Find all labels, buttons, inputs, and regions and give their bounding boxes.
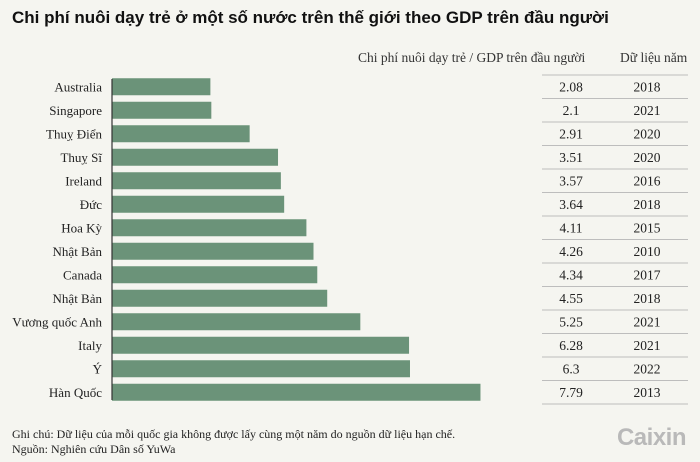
bar <box>112 383 481 401</box>
year-label: 2021 <box>634 103 661 118</box>
category-label: Ireland <box>65 173 102 188</box>
year-label: 2021 <box>634 338 661 353</box>
value-label: 3.64 <box>559 197 583 212</box>
value-label: 6.28 <box>559 338 583 353</box>
chart-title: Chi phí nuôi dạy trẻ ở một số nước trên … <box>12 8 609 27</box>
bar <box>112 266 318 284</box>
year-label: 2020 <box>634 150 661 165</box>
year-label: 2015 <box>634 220 661 235</box>
value-label: 2.91 <box>559 126 583 141</box>
value-column-header: Chi phí nuôi dạy trẻ / GDP trên đầu ngườ… <box>358 50 586 65</box>
year-label: 2018 <box>634 291 661 306</box>
bar <box>112 313 361 331</box>
category-label: Nhật Bản <box>53 244 103 259</box>
bar <box>112 125 250 143</box>
value-label: 2.1 <box>563 103 580 118</box>
bar <box>112 148 279 166</box>
bar <box>112 195 285 213</box>
bar <box>112 336 410 354</box>
value-label: 3.51 <box>559 150 583 165</box>
bar <box>112 360 410 378</box>
value-label: 3.57 <box>559 173 583 188</box>
category-label: Thuỵ Sĩ <box>60 150 102 165</box>
bar <box>112 172 281 190</box>
value-label: 4.26 <box>559 244 583 259</box>
category-label: Ý <box>93 361 103 376</box>
value-label: 5.25 <box>559 314 583 329</box>
bar <box>112 78 211 96</box>
value-label: 7.79 <box>559 385 583 400</box>
year-column-header: Dữ liệu năm <box>620 50 688 65</box>
year-label: 2010 <box>634 244 661 259</box>
year-label: 2020 <box>634 126 661 141</box>
year-label: 2016 <box>634 173 661 188</box>
category-label: Italy <box>78 338 102 353</box>
category-label: Vương quốc Anh <box>12 314 102 329</box>
category-label: Nhật Bản <box>53 291 103 306</box>
category-label: Australia <box>54 79 102 94</box>
value-label: 2.08 <box>559 79 583 94</box>
year-label: 2013 <box>634 385 661 400</box>
bar <box>112 242 314 260</box>
year-label: 2018 <box>634 79 661 94</box>
year-label: 2022 <box>634 361 661 376</box>
value-label: 4.34 <box>559 267 583 282</box>
bar <box>112 289 328 307</box>
caixin-logo: Caixin <box>616 424 687 451</box>
category-label: Đức <box>80 197 102 212</box>
category-label: Canada <box>63 267 102 282</box>
category-label: Hàn Quốc <box>49 385 102 400</box>
value-label: 4.11 <box>559 220 582 235</box>
bar <box>112 101 212 119</box>
category-label: Hoa Kỳ <box>61 220 102 235</box>
year-label: 2017 <box>634 267 661 282</box>
category-label: Singapore <box>49 103 102 118</box>
year-label: 2018 <box>634 197 661 212</box>
chart-note: Ghi chú: Dữ liệu của mỗi quốc gia không … <box>12 427 456 441</box>
value-label: 6.3 <box>563 361 580 376</box>
value-label: 4.55 <box>559 291 583 306</box>
chart-source: Nguồn: Nghiên cứu Dân số YuWa <box>12 442 176 456</box>
bar-chart: Australia 2.08 2018 Singapore 2.1 2021 Thuỵ Đi… <box>12 74 688 405</box>
bar <box>112 219 307 237</box>
year-label: 2021 <box>634 314 661 329</box>
category-label: Thuỵ Điển <box>46 126 102 141</box>
